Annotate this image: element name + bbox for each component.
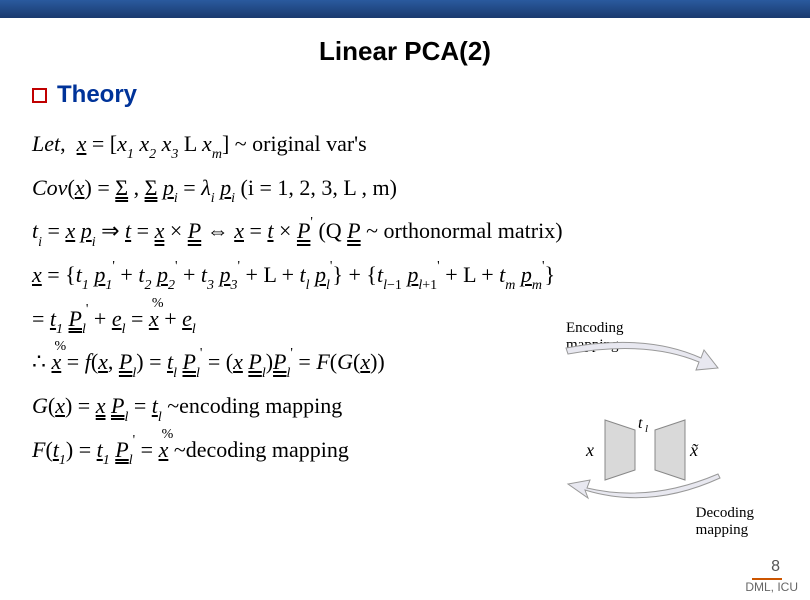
footer-text: DML, ICU (745, 580, 798, 594)
math-line-2: Cov(x) = Σ , Σ pi = λi pi (i = 1, 2, 3, … (32, 167, 778, 211)
diagram-xtilde-label: x̃ (689, 440, 699, 460)
slide-title: Linear PCA(2) (0, 36, 810, 67)
math-line-4: x = {t1 p1' + t2 p2' + t3 p3' + L + tl p… (32, 254, 778, 298)
diagram-t-label: t (638, 415, 643, 432)
bullet-square-icon (32, 88, 47, 103)
encoding-label: Encoding mapping (566, 320, 786, 354)
math-line-3: ti = x pi ⇒ t = x × P ⇔ x = t × P' (Q P … (32, 210, 778, 254)
bullet-heading-row: Theory (32, 81, 778, 109)
bullet-heading: Theory (57, 81, 137, 109)
top-bar (0, 0, 810, 18)
diagram-x-label: x (585, 440, 594, 460)
math-line-1: Let, x = [x1 x2 x3 L xm] ~ original var'… (32, 123, 778, 167)
page-number: 8 (771, 558, 780, 576)
diagram-t-sub: l (645, 423, 648, 435)
encoding-arrow-icon (526, 338, 726, 398)
mapping-diagram: x t l x̃ (580, 400, 710, 510)
decoding-label: Decoding mapping (696, 505, 754, 539)
